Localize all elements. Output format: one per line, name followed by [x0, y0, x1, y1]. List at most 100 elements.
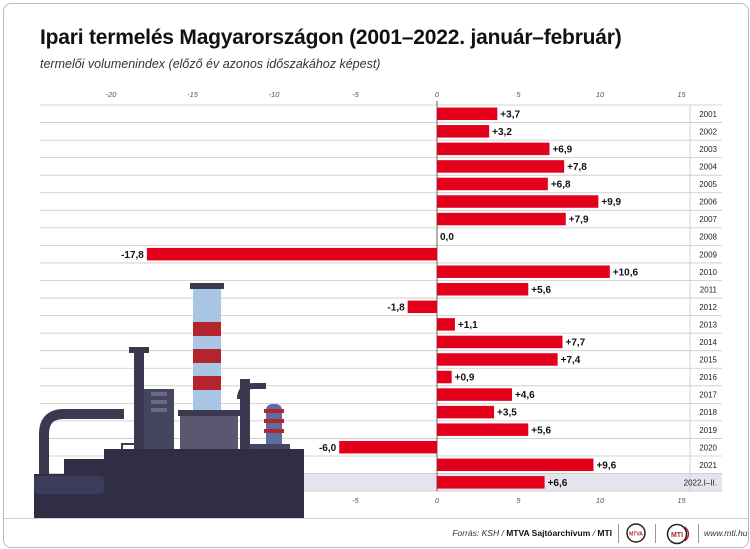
bar — [437, 353, 558, 366]
bar — [339, 440, 437, 454]
value-label: +7,9 — [569, 215, 589, 226]
category-labels: 2001 2002 2003 2004 2005 2006 2007 2008 2009 2010… — [684, 110, 718, 488]
bar — [437, 423, 529, 436]
bar — [437, 212, 566, 226]
tick-label-top: -15 — [187, 90, 199, 99]
value-label: +9,6 — [596, 460, 616, 471]
category-label: 2017 — [699, 391, 717, 400]
category-label: 2021 — [699, 461, 717, 470]
value-label: +6,8 — [551, 180, 571, 191]
footer-divider — [618, 524, 619, 543]
tick-label-top: -5 — [352, 90, 359, 99]
factory-illustration — [34, 283, 304, 518]
source-prefix: Forrás: KSH / — [452, 528, 507, 538]
value-label: -17,8 — [121, 250, 144, 261]
factory-window — [151, 392, 167, 396]
tick-label-bottom: 15 — [677, 496, 686, 505]
value-label: +7,8 — [567, 162, 587, 173]
factory-stack-cap — [129, 347, 149, 353]
bar — [407, 300, 437, 314]
bar — [146, 247, 438, 261]
bar — [437, 195, 599, 208]
category-label: 2011 — [700, 285, 718, 294]
factory-window — [151, 400, 167, 404]
value-labels: +3,7 +3,2 +6,9 +7,8 +6,8 +9,9 +7,9 0,0 -17,8 +10,… — [121, 109, 638, 489]
category-label: 2014 — [699, 338, 717, 347]
boiler-ring — [264, 419, 284, 423]
category-label: 2022.I–II. — [684, 478, 717, 487]
tick-label-top: 10 — [596, 90, 605, 99]
source-mti: MTI — [597, 528, 612, 538]
bar — [437, 142, 550, 156]
boiler-ring — [264, 409, 284, 413]
category-label: 2001 — [699, 110, 717, 119]
tick-label-bottom: 10 — [596, 496, 605, 505]
bar — [437, 476, 545, 489]
category-label: 2003 — [699, 145, 717, 154]
tick-label-top: 15 — [677, 90, 686, 99]
tick-label-bottom: -5 — [352, 496, 359, 505]
tick-label-top: 5 — [516, 90, 521, 99]
footer: Forrás: KSH / MTVA Sajtóarchívum / MTI M… — [4, 518, 748, 547]
category-label: 2004 — [699, 163, 717, 172]
category-label: 2002 — [699, 127, 717, 136]
value-label: +4,6 — [515, 390, 535, 401]
footer-divider — [655, 524, 656, 543]
value-label: +10,6 — [613, 267, 639, 278]
chimney-stripe — [193, 376, 221, 390]
category-label: 2006 — [699, 198, 717, 207]
infographic-frame: Ipari termelés Magyarországon (2001–2022… — [3, 3, 749, 548]
tick-label-top: 0 — [435, 90, 440, 99]
category-label: 2008 — [699, 233, 717, 242]
bar — [437, 458, 594, 472]
bar — [437, 405, 495, 419]
boiler-ring — [264, 429, 284, 433]
mtva-logo-text: MTVA — [629, 532, 643, 538]
bar — [437, 177, 548, 191]
chart-title: Ipari termelés Magyarországon (2001–2022… — [40, 26, 622, 49]
mti-logo-text: MTI — [671, 532, 683, 539]
value-label: +7,4 — [561, 355, 581, 366]
chimney-stripe — [193, 322, 221, 336]
chimney-stripe — [193, 349, 221, 363]
category-label: 2013 — [699, 320, 717, 329]
bar — [437, 318, 455, 331]
factory-pipe — [237, 383, 266, 400]
value-label: +1,1 — [458, 320, 478, 331]
tick-label-top: -10 — [269, 90, 281, 99]
bar — [437, 265, 610, 278]
factory-pipe — [39, 409, 124, 474]
category-label: 2012 — [699, 303, 717, 312]
bar — [437, 125, 490, 138]
value-label: -6,0 — [319, 443, 337, 454]
category-label: 2005 — [699, 180, 717, 189]
category-label: 2018 — [699, 408, 717, 417]
tick-label-top: -20 — [106, 90, 118, 99]
category-label: 2020 — [699, 443, 717, 452]
chart-subtitle: termelői volumenindex (előző év azonos i… — [40, 57, 381, 71]
value-label: +5,6 — [531, 425, 551, 436]
value-label: +3,5 — [497, 408, 517, 419]
value-label: 0,0 — [440, 232, 454, 243]
bar — [437, 370, 452, 384]
value-label: +9,9 — [601, 197, 621, 208]
value-label: -1,8 — [387, 302, 405, 313]
category-label: 2019 — [699, 426, 717, 435]
bar — [437, 160, 565, 173]
value-label: +6,9 — [552, 144, 572, 155]
factory-tank — [34, 476, 104, 494]
category-label: 2015 — [699, 356, 717, 365]
chimney-cap — [190, 283, 224, 289]
mti-logo: MTI — [666, 523, 690, 545]
tick-label-bottom: 5 — [516, 496, 521, 505]
bar — [437, 388, 512, 401]
tick-label-bottom: 0 — [435, 496, 440, 505]
value-label: +6,6 — [548, 478, 568, 489]
factory-window — [151, 408, 167, 412]
source-credit: Forrás: KSH / MTVA Sajtóarchívum / MTI — [452, 528, 612, 538]
source-separator: / — [590, 528, 598, 538]
source-agency: MTVA Sajtóarchívum — [506, 528, 591, 538]
gridlines — [40, 101, 722, 492]
bar — [437, 283, 529, 296]
value-label: +3,2 — [492, 127, 512, 138]
